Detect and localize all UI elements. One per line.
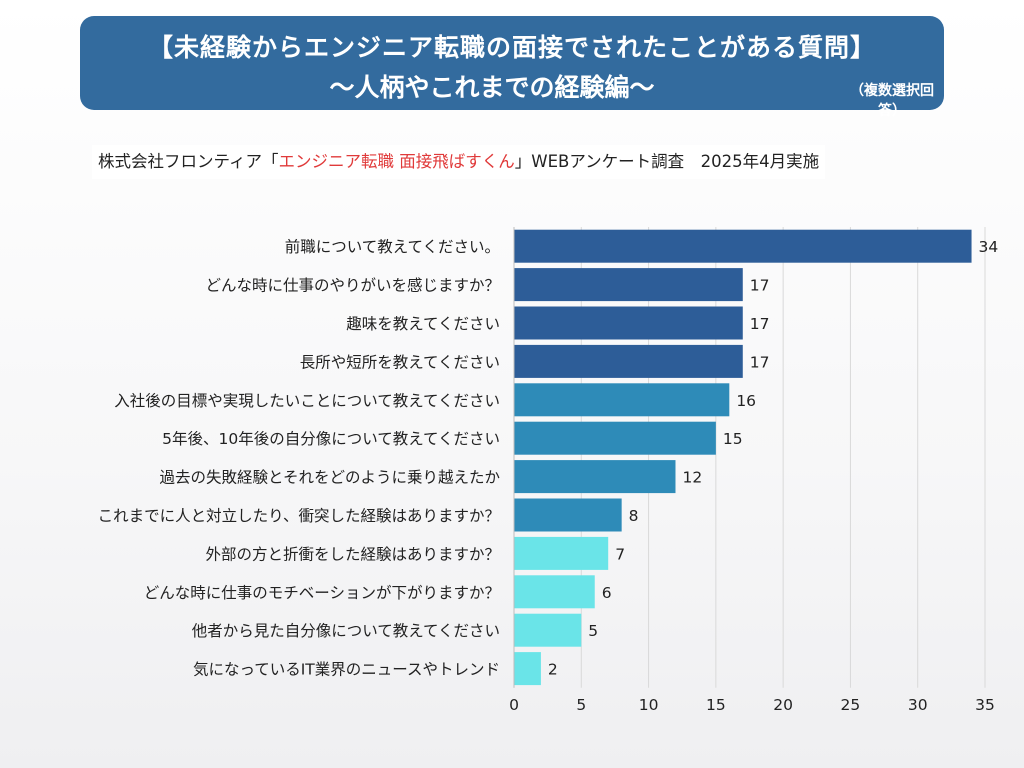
bar bbox=[514, 652, 541, 686]
x-tick-label: 35 bbox=[975, 696, 995, 714]
bar bbox=[514, 344, 743, 378]
source-prefix: 株式会社フロンティア「 bbox=[98, 152, 279, 171]
x-tick-label: 0 bbox=[509, 696, 519, 714]
chart-title: 【未経験からエンジニア転職の面接でされたことがある質問】 bbox=[147, 33, 876, 62]
x-tick-label: 10 bbox=[639, 696, 659, 714]
bar bbox=[514, 421, 716, 455]
bar bbox=[514, 498, 622, 532]
data-label: 15 bbox=[723, 430, 743, 448]
x-tick-label: 5 bbox=[576, 696, 586, 714]
category-label: 気になっているIT業界のニュースやトレンド bbox=[193, 661, 500, 679]
source-suffix: 」WEBアンケート調査 2025年4月実施 bbox=[514, 152, 820, 171]
data-label: 5 bbox=[588, 622, 598, 640]
category-label: 5年後、10年後の自分像について教えてください bbox=[162, 430, 500, 448]
data-label: 6 bbox=[602, 584, 612, 602]
chart-subtitle: 〜人柄やこれまでの経験編〜 bbox=[329, 73, 655, 102]
category-label: どんな時に仕事のモチベーションが下がりますか？ bbox=[144, 584, 500, 602]
bar bbox=[514, 536, 609, 570]
source-caption: 株式会社フロンティア「エンジニア転職 面接飛ばすくん」WEBアンケート調査 20… bbox=[92, 145, 826, 179]
data-label: 12 bbox=[682, 469, 702, 487]
data-label: 2 bbox=[548, 661, 558, 679]
category-label: 入社後の目標や実現したいことについて教えてください bbox=[114, 392, 500, 410]
data-label: 16 bbox=[736, 392, 756, 410]
category-label: 長所や短所を教えてください bbox=[300, 353, 500, 371]
category-label: 趣味を教えてください bbox=[346, 315, 500, 333]
x-tick-label: 20 bbox=[773, 696, 793, 714]
title-note: （複数選択回答） bbox=[850, 83, 934, 119]
x-tick-label: 25 bbox=[841, 696, 861, 714]
data-label: 34 bbox=[979, 238, 999, 256]
category-label: どんな時に仕事のやりがいを感じますか？ bbox=[205, 277, 500, 295]
bar bbox=[514, 268, 743, 302]
data-label: 17 bbox=[750, 277, 770, 295]
category-label: これまでに人と対立したり、衝突した経験はありますか？ bbox=[98, 507, 500, 525]
data-label: 17 bbox=[750, 353, 770, 371]
bar bbox=[514, 229, 972, 263]
title-banner: 【未経験からエンジニア転職の面接でされたことがある質問】 〜人柄やこれまでの経験… bbox=[80, 16, 944, 119]
category-label: 過去の失敗経験とそれをどのように乗り越えたか bbox=[159, 469, 500, 487]
data-label: 17 bbox=[750, 315, 770, 333]
category-label: 他者から見た自分像について教えてください bbox=[192, 622, 500, 640]
category-label: 外部の方と折衝をした経験はありますか？ bbox=[205, 545, 500, 563]
x-tick-label: 15 bbox=[706, 696, 726, 714]
category-label: 前職について教えてください。 bbox=[285, 238, 500, 256]
bar bbox=[514, 575, 595, 609]
data-label: 8 bbox=[629, 507, 639, 525]
data-label: 7 bbox=[615, 545, 625, 563]
x-tick-label: 30 bbox=[908, 696, 928, 714]
bar bbox=[514, 460, 676, 494]
bar bbox=[514, 613, 582, 647]
bar bbox=[514, 306, 743, 340]
bar bbox=[514, 383, 730, 417]
source-highlight: エンジニア転職 面接飛ばすくん bbox=[278, 152, 515, 171]
